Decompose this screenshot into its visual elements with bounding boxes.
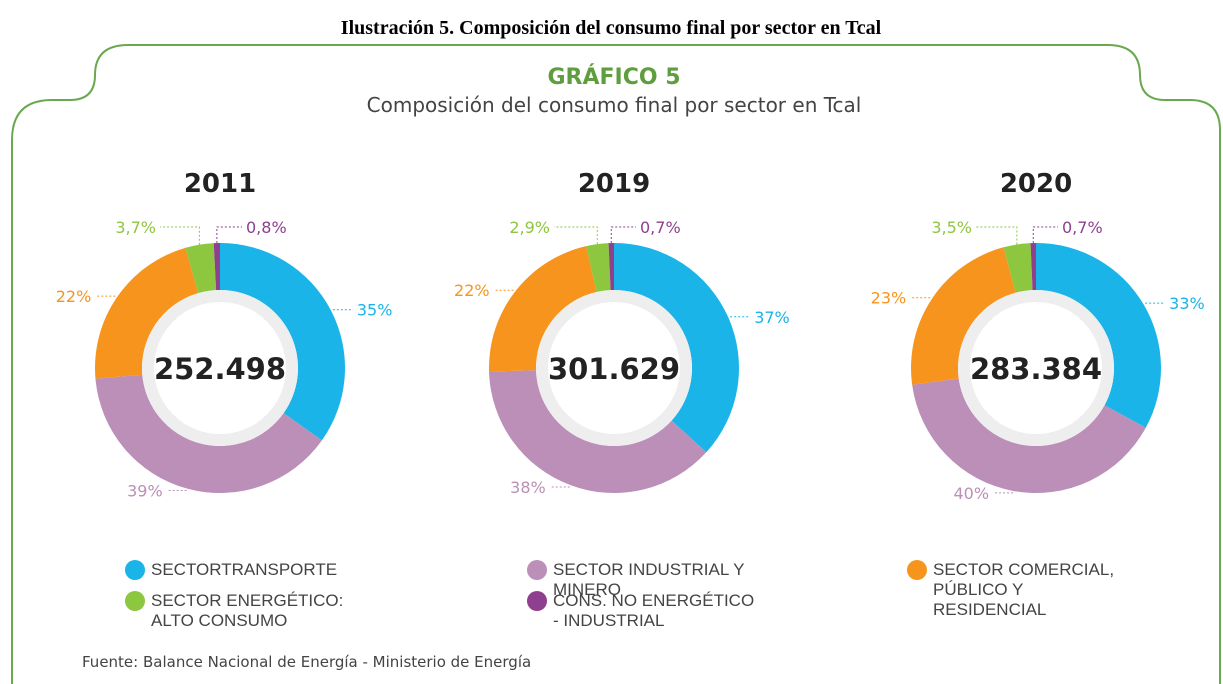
source: Fuente: Balance Nacional de Energía - Mi…	[82, 653, 531, 671]
legend-swatch	[125, 591, 145, 611]
legend-label: SECTOR COMERCIAL, PÚBLICO Y RESIDENCIAL	[933, 560, 1115, 619]
value-label: 33%	[1169, 294, 1205, 313]
frame	[11, 44, 1221, 684]
value-label: 40%	[953, 484, 989, 503]
value-label: 38%	[510, 478, 546, 497]
slice	[185, 243, 217, 294]
total-label: 283.384	[970, 352, 1102, 386]
total-label: 252.498	[154, 352, 286, 386]
slice	[1003, 243, 1033, 293]
value-label: 35%	[357, 301, 393, 320]
legend-item: SECTOR COMERCIAL, PÚBLICO Y RESIDENCIAL	[907, 560, 1137, 620]
value-label: 0,7%	[640, 218, 681, 237]
legend-swatch	[907, 560, 927, 580]
slice	[220, 243, 346, 441]
year-label: 2019	[578, 169, 650, 199]
heading: GRÁFICO 5	[547, 64, 680, 90]
leader	[1032, 226, 1058, 244]
slice	[95, 374, 322, 494]
legend-swatch	[125, 560, 145, 580]
leader	[976, 226, 1018, 245]
legend-item: SECTOR ENERGÉTICO: ALTO CONSUMO	[125, 591, 355, 631]
leader	[160, 226, 200, 245]
chart-title: Composición del consumo final por sector…	[367, 93, 862, 117]
legend-label: SECTORTRANSPORTE	[151, 560, 338, 579]
slice	[911, 247, 1016, 385]
leader	[610, 226, 636, 244]
year-label: 2011	[184, 169, 256, 199]
legend-item: SECTORTRANSPORTE	[125, 560, 355, 580]
slice	[95, 247, 199, 379]
legend-label: CONS. NO ENERGÉTICO - INDUSTRIAL	[553, 591, 755, 630]
value-label: 2,9%	[509, 218, 550, 237]
value-label: 22%	[454, 281, 490, 300]
inner-hole	[548, 302, 680, 434]
value-label: 22%	[56, 287, 92, 306]
value-label: 37%	[754, 308, 790, 327]
legend-swatch	[527, 560, 547, 580]
legend-swatch	[527, 591, 547, 611]
value-label: 0,8%	[246, 218, 287, 237]
leader	[554, 226, 598, 245]
leader	[216, 226, 242, 244]
slice	[614, 243, 739, 453]
slice	[608, 243, 614, 291]
total-label: 301.629	[548, 352, 680, 386]
legend-label: SECTOR INDUSTRIAL Y MINERO	[553, 560, 745, 599]
slice	[586, 243, 611, 292]
slice	[213, 243, 220, 291]
slice	[1036, 243, 1161, 428]
value-label: 39%	[127, 482, 163, 501]
value-label: 3,5%	[931, 218, 972, 237]
value-label: 3,7%	[115, 218, 156, 237]
slice	[489, 246, 597, 372]
year-label: 2020	[1000, 169, 1072, 199]
value-label: 0,7%	[1062, 218, 1103, 237]
legend-label: SECTOR ENERGÉTICO: ALTO CONSUMO	[151, 591, 344, 630]
legend-item: CONS. NO ENERGÉTICO - INDUSTRIAL	[527, 591, 757, 631]
caption: Ilustración 5. Composición del consumo f…	[341, 17, 882, 39]
legend-item: SECTOR INDUSTRIAL Y MINERO	[527, 560, 757, 600]
slice	[489, 370, 707, 493]
slice	[912, 378, 1146, 493]
inner-hole	[970, 302, 1102, 434]
slice	[1030, 243, 1036, 291]
inner-hole	[154, 302, 286, 434]
value-label: 23%	[871, 289, 907, 308]
